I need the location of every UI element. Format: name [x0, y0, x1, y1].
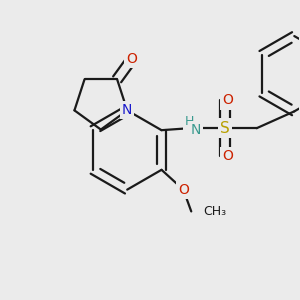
Text: O: O [126, 52, 137, 66]
Text: CH₃: CH₃ [203, 205, 226, 218]
Text: H: H [184, 115, 194, 128]
Text: S: S [220, 121, 230, 136]
Text: O: O [178, 183, 189, 196]
Text: N: N [191, 123, 201, 137]
Text: N: N [122, 103, 132, 117]
Text: O: O [223, 149, 233, 163]
Text: O: O [223, 94, 233, 107]
